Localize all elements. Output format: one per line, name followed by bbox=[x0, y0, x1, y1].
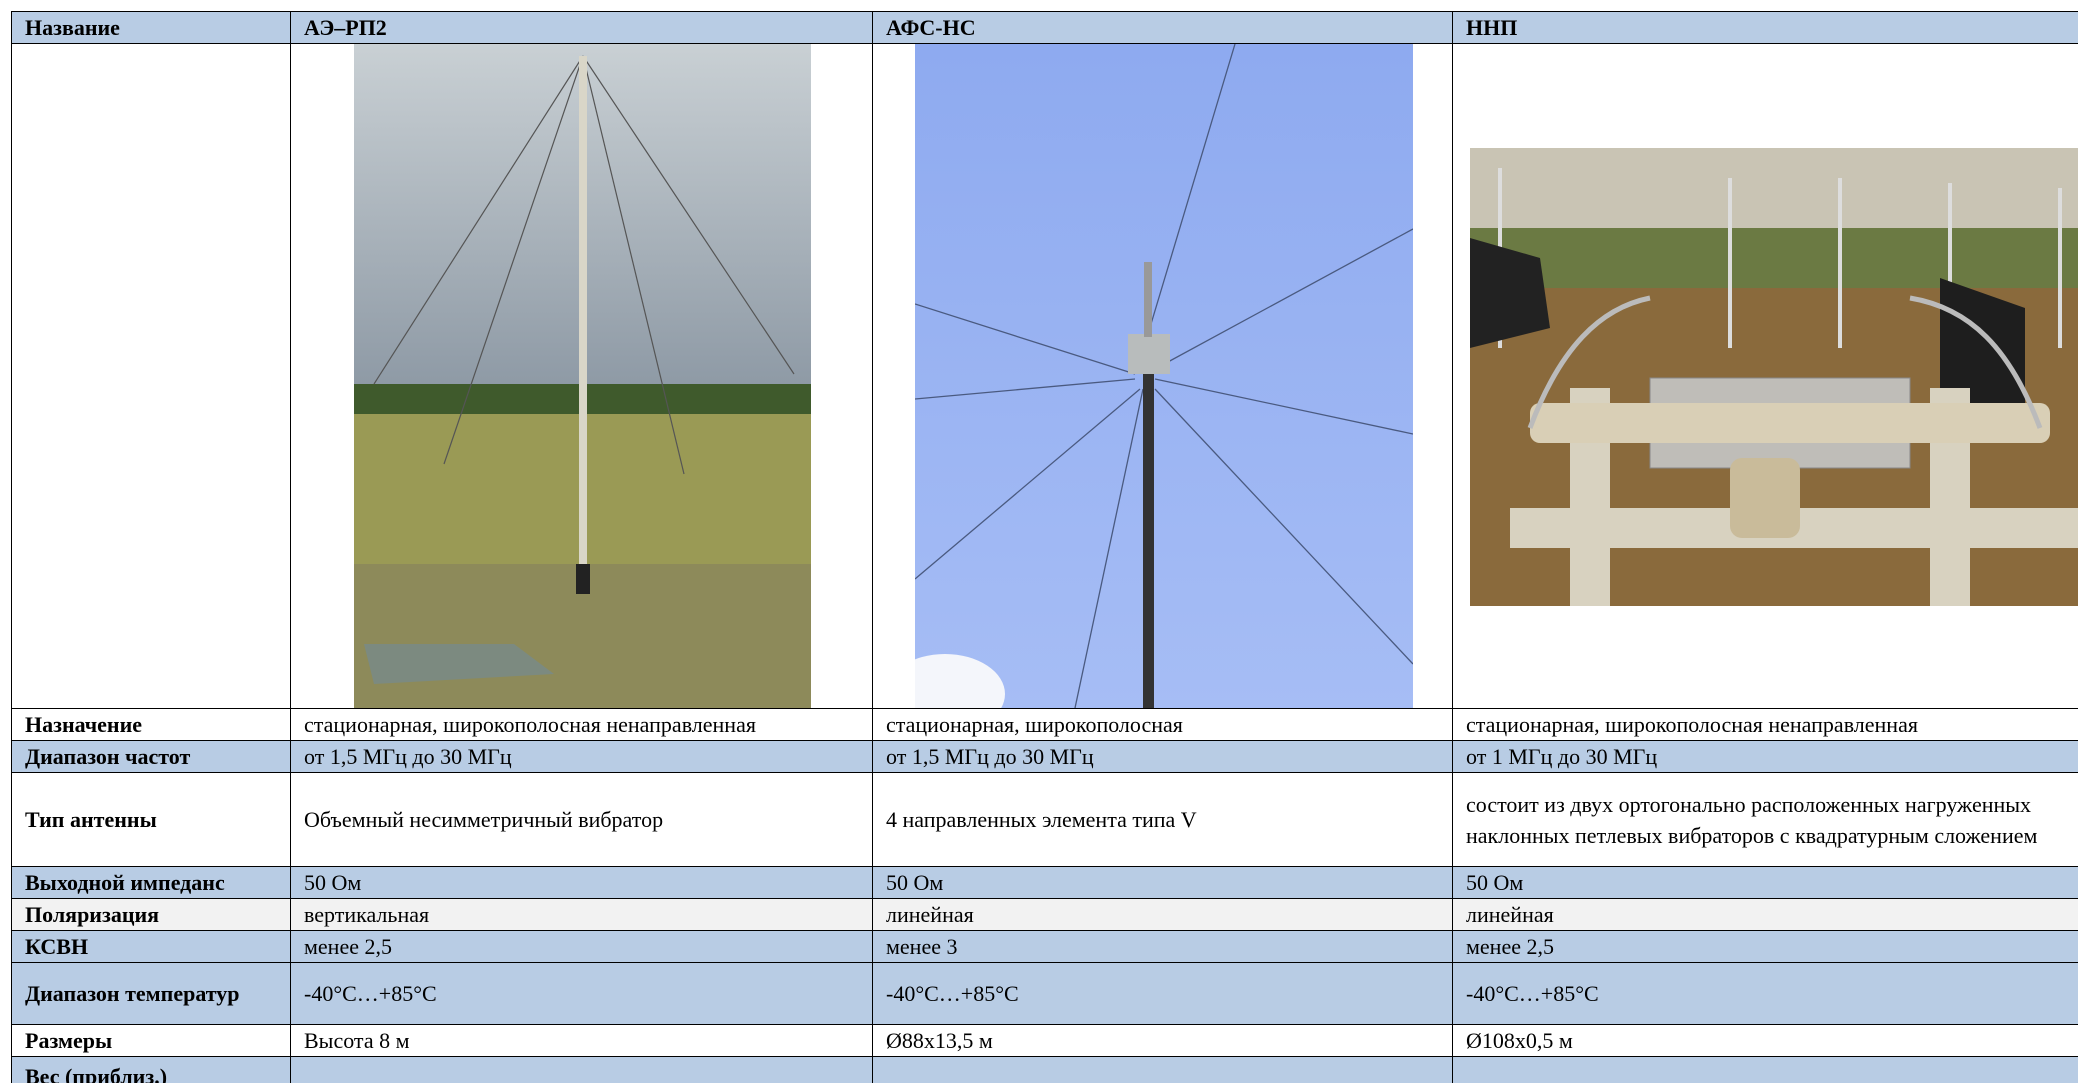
row-value: линейная bbox=[873, 899, 1453, 931]
row-value: менее 2,5 bbox=[1453, 931, 2078, 963]
empty-cell bbox=[1453, 1057, 2078, 1083]
row-value: менее 3 bbox=[873, 931, 1453, 963]
row-value: стационарная, широкополосная ненаправлен… bbox=[1453, 709, 2078, 741]
row-value: Ø108x0,5 м bbox=[1453, 1025, 2078, 1057]
row-label: Размеры bbox=[12, 1025, 291, 1057]
row-label: Диапазон температур bbox=[12, 963, 291, 1025]
header-row: Название АЭ–РП2 АФС-НС ННП bbox=[12, 12, 2078, 44]
row-value: линейная bbox=[1453, 899, 2078, 931]
table-row: Вес (приблиз.) bbox=[12, 1057, 2078, 1083]
header-cell: Название bbox=[12, 12, 291, 44]
row-value: состоит из двух ортогонально расположенн… bbox=[1453, 773, 2078, 867]
empty-cell bbox=[12, 44, 291, 709]
photo-cell bbox=[873, 44, 1453, 709]
row-value: Объемный несимметричный вибратор bbox=[291, 773, 873, 867]
row-label: Диапазон частот bbox=[12, 741, 291, 773]
photo-row bbox=[12, 44, 2078, 709]
spec-table: Название АЭ–РП2 АФС-НС ННП bbox=[11, 11, 2078, 1083]
page-body: Название АЭ–РП2 АФС-НС ННП bbox=[0, 0, 2078, 1083]
header-cell: АФС-НС bbox=[873, 12, 1453, 44]
row-label: Поляризация bbox=[12, 899, 291, 931]
row-value: Ø88x13,5 м bbox=[873, 1025, 1453, 1057]
photo-antenna-3 bbox=[1470, 148, 2078, 606]
photo-cell bbox=[1453, 44, 2078, 709]
row-value: менее 2,5 bbox=[291, 931, 873, 963]
row-value: -40°C…+85°C bbox=[873, 963, 1453, 1025]
row-value: -40°C…+85°C bbox=[1453, 963, 2078, 1025]
table-row: Диапазон температур-40°C…+85°C-40°C…+85°… bbox=[12, 963, 2078, 1025]
row-label: Тип антенны bbox=[12, 773, 291, 867]
row-label: Выходной импеданс bbox=[12, 867, 291, 899]
row-value: 50 Ом bbox=[873, 867, 1453, 899]
row-value: 50 Ом bbox=[291, 867, 873, 899]
empty-cell bbox=[873, 1057, 1453, 1083]
row-value: 50 Ом bbox=[1453, 867, 2078, 899]
row-label: Назначение bbox=[12, 709, 291, 741]
row-value: 4 направленных элемента типа V bbox=[873, 773, 1453, 867]
row-value: вертикальная bbox=[291, 899, 873, 931]
row-value: от 1,5 МГц до 30 МГц bbox=[873, 741, 1453, 773]
row-label: Вес (приблиз.) bbox=[12, 1057, 291, 1083]
row-value: -40°C…+85°C bbox=[291, 963, 873, 1025]
row-value: от 1,5 МГц до 30 МГц bbox=[291, 741, 873, 773]
header-cell: АЭ–РП2 bbox=[291, 12, 873, 44]
row-label: КСВН bbox=[12, 931, 291, 963]
photo-cell bbox=[291, 44, 873, 709]
empty-cell bbox=[291, 1057, 873, 1083]
row-value: стационарная, широкополосная ненаправлен… bbox=[291, 709, 873, 741]
page: {"table": { "header": ["Название", "АЭ–Р… bbox=[0, 0, 2078, 1083]
row-value: от 1 МГц до 30 МГц bbox=[1453, 741, 2078, 773]
row-value: стационарная, широкополосная bbox=[873, 709, 1453, 741]
photo-antenna-1 bbox=[354, 44, 811, 708]
photo-antenna-2 bbox=[915, 44, 1413, 708]
row-value: Высота 8 м bbox=[291, 1025, 873, 1057]
header-cell: ННП bbox=[1453, 12, 2078, 44]
